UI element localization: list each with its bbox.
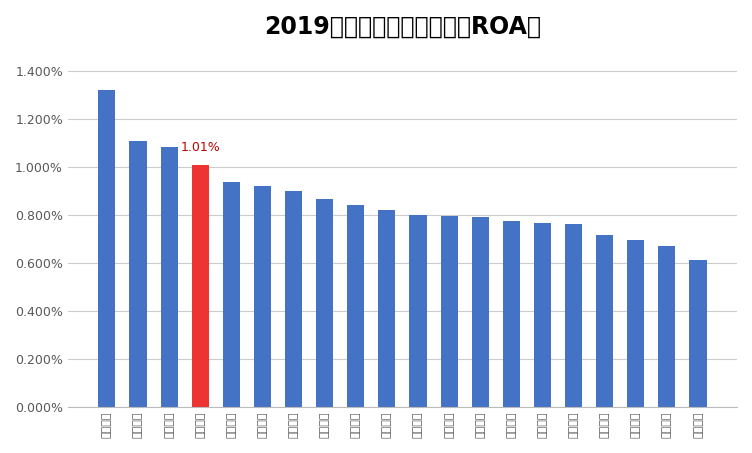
Bar	[565, 224, 582, 407]
Bar	[627, 240, 644, 407]
Bar	[99, 90, 115, 407]
Bar	[129, 141, 147, 407]
Text: 1.01%: 1.01%	[180, 141, 220, 154]
Bar	[690, 260, 707, 407]
Bar	[316, 199, 333, 407]
Bar	[658, 246, 675, 407]
Bar	[441, 216, 458, 407]
Bar	[223, 182, 240, 407]
Bar	[285, 191, 302, 407]
Bar	[160, 147, 177, 407]
Bar	[347, 205, 364, 407]
Bar	[378, 210, 396, 407]
Bar	[254, 186, 271, 407]
Bar	[503, 221, 520, 407]
Bar	[192, 165, 209, 407]
Bar	[409, 215, 426, 407]
Bar	[534, 223, 551, 407]
Bar	[596, 236, 613, 407]
Bar	[472, 217, 489, 407]
Title: 2019年平均总资产回报率（ROA）: 2019年平均总资产回报率（ROA）	[264, 15, 541, 39]
